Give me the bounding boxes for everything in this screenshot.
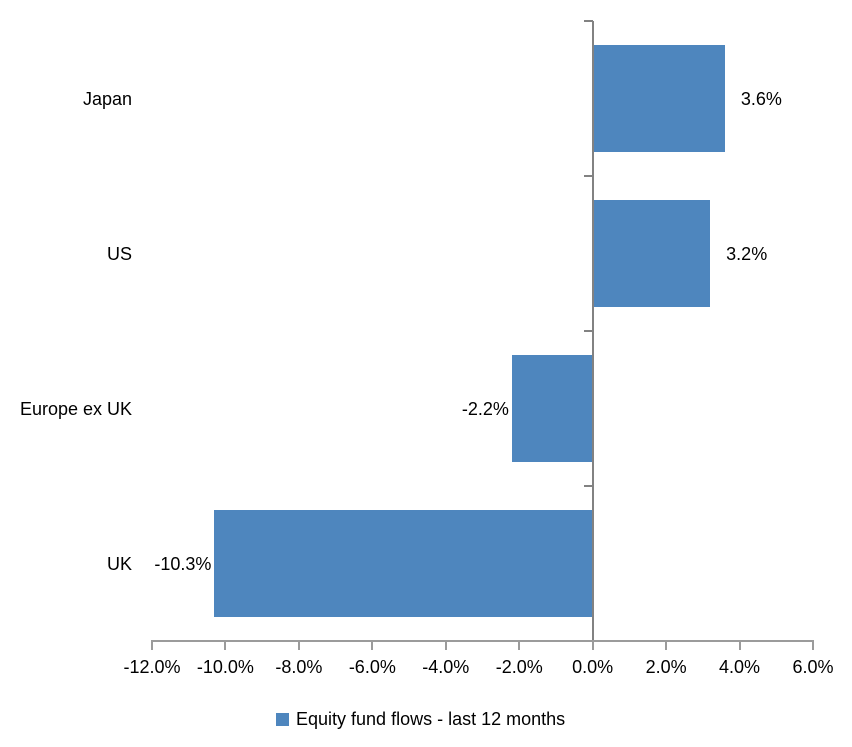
category-axis-line <box>591 21 594 641</box>
category-label-us: US <box>106 243 132 264</box>
data-label-europe-ex-uk: -2.2% <box>461 398 509 419</box>
value-axis-tick <box>224 642 227 650</box>
value-axis-line <box>151 640 814 642</box>
value-axis-tick-label-6-0-: 6.0% <box>792 657 834 677</box>
category-axis-tick <box>583 175 593 177</box>
value-axis-tick-label--2-0-: -2.0% <box>495 657 543 677</box>
bar-uk <box>214 510 593 617</box>
category-label-japan: Japan <box>82 88 132 109</box>
value-axis-tick <box>444 642 447 650</box>
value-axis-tick <box>812 642 814 650</box>
bar-japan <box>592 45 725 152</box>
value-axis-tick <box>738 642 741 650</box>
chart-legend: Equity fund flows - last 12 months <box>276 707 565 731</box>
value-axis-tick-label-0-0-: 0.0% <box>572 657 614 677</box>
value-axis-tick <box>665 642 668 650</box>
value-axis-tick-label--4-0-: -4.0% <box>422 657 470 677</box>
value-axis-tick <box>151 642 153 650</box>
data-label-uk: -10.3% <box>154 553 212 574</box>
value-axis-tick <box>371 642 374 650</box>
value-axis-tick <box>518 642 521 650</box>
category-label-uk: UK <box>106 553 132 574</box>
value-axis-tick-label--8-0-: -8.0% <box>275 657 323 677</box>
category-axis-tick <box>583 485 593 487</box>
data-label-us: 3.2% <box>726 243 768 264</box>
value-axis-tick-label--12-0-: -12.0% <box>123 657 181 677</box>
legend-color-swatch-icon <box>276 712 289 726</box>
legend-label: Equity fund flows - last 12 months <box>296 709 566 729</box>
data-label-japan: 3.6% <box>740 88 782 109</box>
bar-europe-ex-uk <box>511 355 593 462</box>
value-axis-tick-label--6-0-: -6.0% <box>348 657 396 677</box>
value-axis-tick-label-4-0-: 4.0% <box>719 657 761 677</box>
value-axis-tick <box>297 642 300 650</box>
category-axis-tick <box>583 330 593 332</box>
bar-us <box>592 200 711 307</box>
value-axis-tick-label-2-0-: 2.0% <box>645 657 687 677</box>
category-axis-tick <box>583 20 593 22</box>
value-axis-tick-label--10-0-: -10.0% <box>196 657 254 677</box>
value-axis-tick <box>591 642 594 650</box>
category-label-europe-ex-uk: Europe ex UK <box>19 398 132 419</box>
